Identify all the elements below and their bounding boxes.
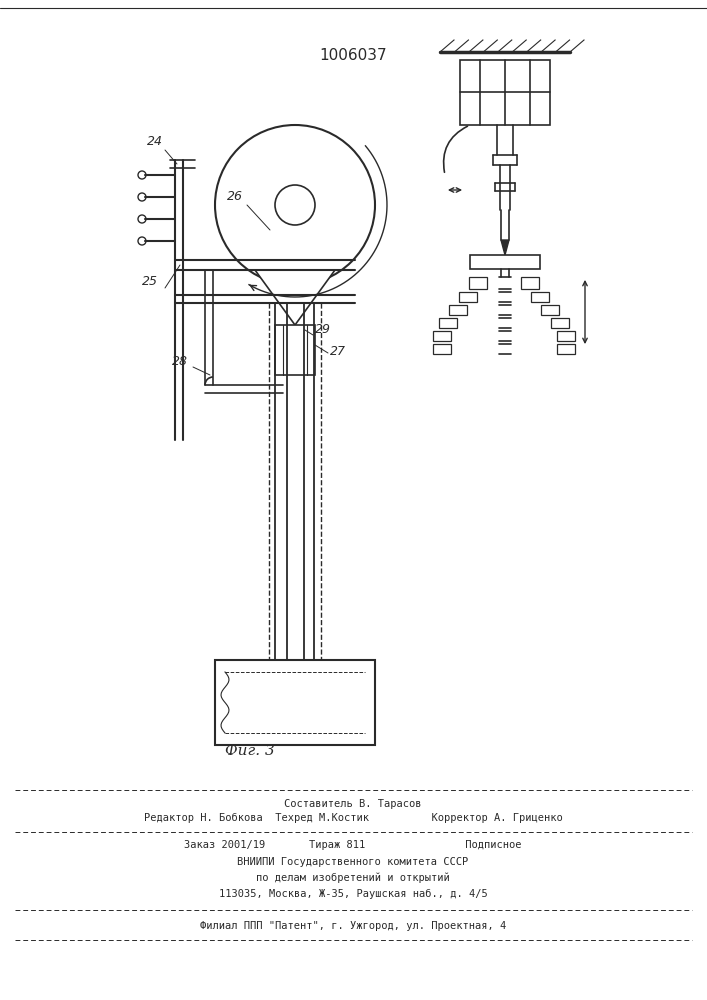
Text: Составитель В. Тарасов: Составитель В. Тарасов (284, 799, 422, 809)
Bar (459, 292, 477, 302)
Text: 28: 28 (172, 355, 188, 368)
Text: Редактор Н. Бобкова  Техред М.Костик          Корректор А. Гриценко: Редактор Н. Бобкова Техред М.Костик Корр… (144, 813, 562, 823)
Bar (557, 344, 575, 354)
Text: Фиг. 3: Фиг. 3 (225, 744, 275, 758)
Polygon shape (255, 270, 335, 325)
Text: Филиал ППП "Патент", г. Ужгород, ул. Проектная, 4: Филиал ППП "Патент", г. Ужгород, ул. Про… (200, 921, 506, 931)
Bar (470, 255, 540, 269)
Text: 25: 25 (142, 275, 158, 288)
Text: 1006037: 1006037 (319, 47, 387, 62)
Bar (521, 277, 539, 289)
Bar (531, 292, 549, 302)
FancyArrowPatch shape (443, 126, 467, 172)
Text: 26: 26 (227, 190, 243, 203)
Bar (275, 325, 315, 375)
Bar (449, 305, 467, 315)
Text: 113035, Москва, Ж-35, Раушская наб., д. 4/5: 113035, Москва, Ж-35, Раушская наб., д. … (218, 889, 487, 899)
Bar (460, 60, 550, 125)
Text: по делам изобретений и открытий: по делам изобретений и открытий (256, 873, 450, 883)
Circle shape (138, 193, 146, 201)
Circle shape (138, 215, 146, 223)
Bar (215, 660, 375, 745)
Bar (439, 318, 457, 328)
Bar (541, 305, 559, 315)
Bar (469, 277, 487, 289)
Bar (433, 331, 451, 341)
Circle shape (138, 237, 146, 245)
Circle shape (275, 185, 315, 225)
Text: Заказ 2001/19       Тираж 811                Подписное: Заказ 2001/19 Тираж 811 Подписное (185, 840, 522, 850)
Text: 29: 29 (315, 323, 331, 336)
Circle shape (138, 171, 146, 179)
Bar (557, 331, 575, 341)
Text: 27: 27 (330, 345, 346, 358)
Circle shape (215, 125, 375, 285)
Bar (433, 344, 451, 354)
Bar (551, 318, 569, 328)
Text: 24: 24 (147, 135, 163, 148)
Text: ВНИИПИ Государственного комитета СССР: ВНИИПИ Государственного комитета СССР (238, 857, 469, 867)
Polygon shape (501, 240, 509, 255)
